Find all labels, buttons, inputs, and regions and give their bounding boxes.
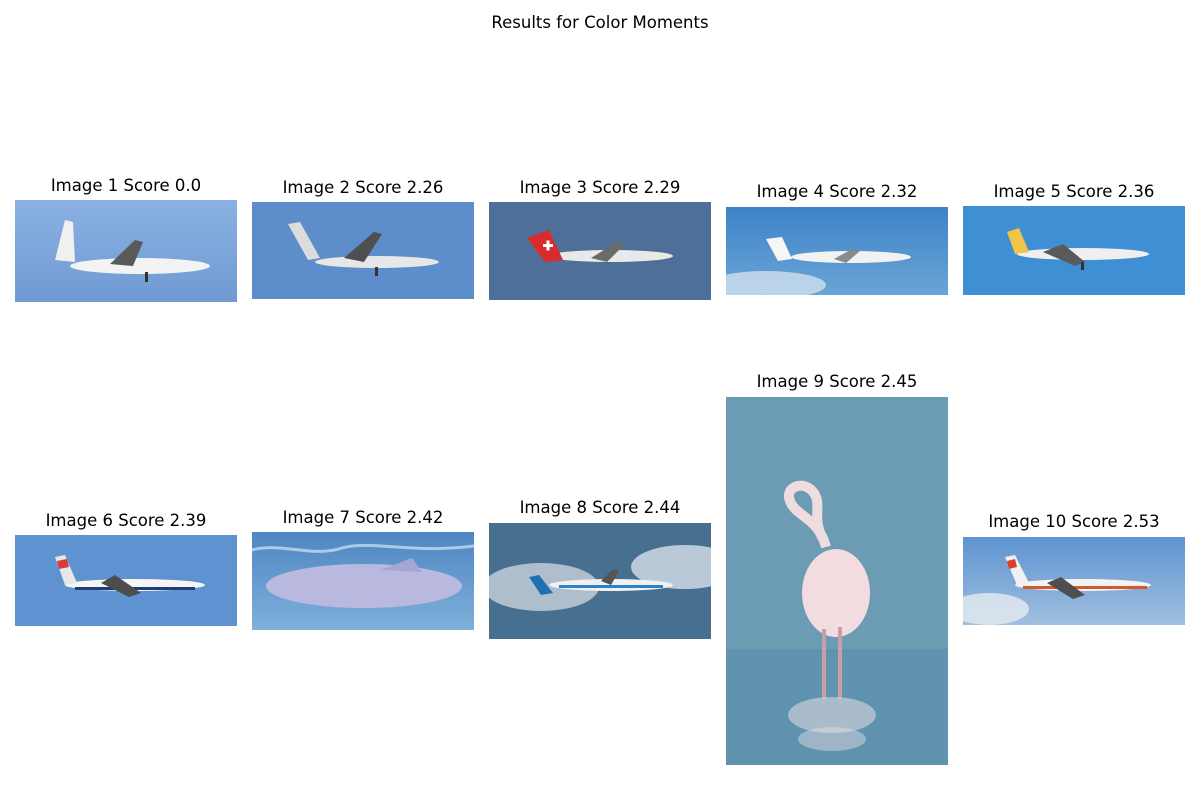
- result-label: Image 7 Score 2.42: [282, 508, 444, 527]
- result-label: Image 1 Score 0.0: [50, 176, 202, 195]
- result-label: Image 6 Score 2.39: [45, 511, 207, 530]
- result-thumbnail: [726, 207, 948, 295]
- result-thumbnail: [963, 537, 1185, 625]
- result-thumbnail: [252, 202, 474, 299]
- result-thumbnail: [489, 523, 711, 639]
- result-label: Image 3 Score 2.29: [519, 178, 681, 197]
- result-label: Image 9 Score 2.45: [756, 372, 918, 391]
- result-label: Image 2 Score 2.26: [282, 178, 444, 197]
- result-thumbnail: [252, 532, 474, 630]
- result-label: Image 10 Score 2.53: [988, 512, 1160, 531]
- result-thumbnail: [726, 397, 948, 765]
- result-label: Image 5 Score 2.36: [993, 182, 1155, 201]
- result-thumbnail: [15, 200, 237, 302]
- result-label: Image 4 Score 2.32: [756, 182, 918, 201]
- result-thumbnail: [15, 535, 237, 626]
- result-thumbnail: [489, 202, 711, 300]
- result-thumbnail: [963, 206, 1185, 295]
- figure-title: Results for Color Moments: [491, 13, 709, 32]
- result-label: Image 8 Score 2.44: [519, 498, 681, 517]
